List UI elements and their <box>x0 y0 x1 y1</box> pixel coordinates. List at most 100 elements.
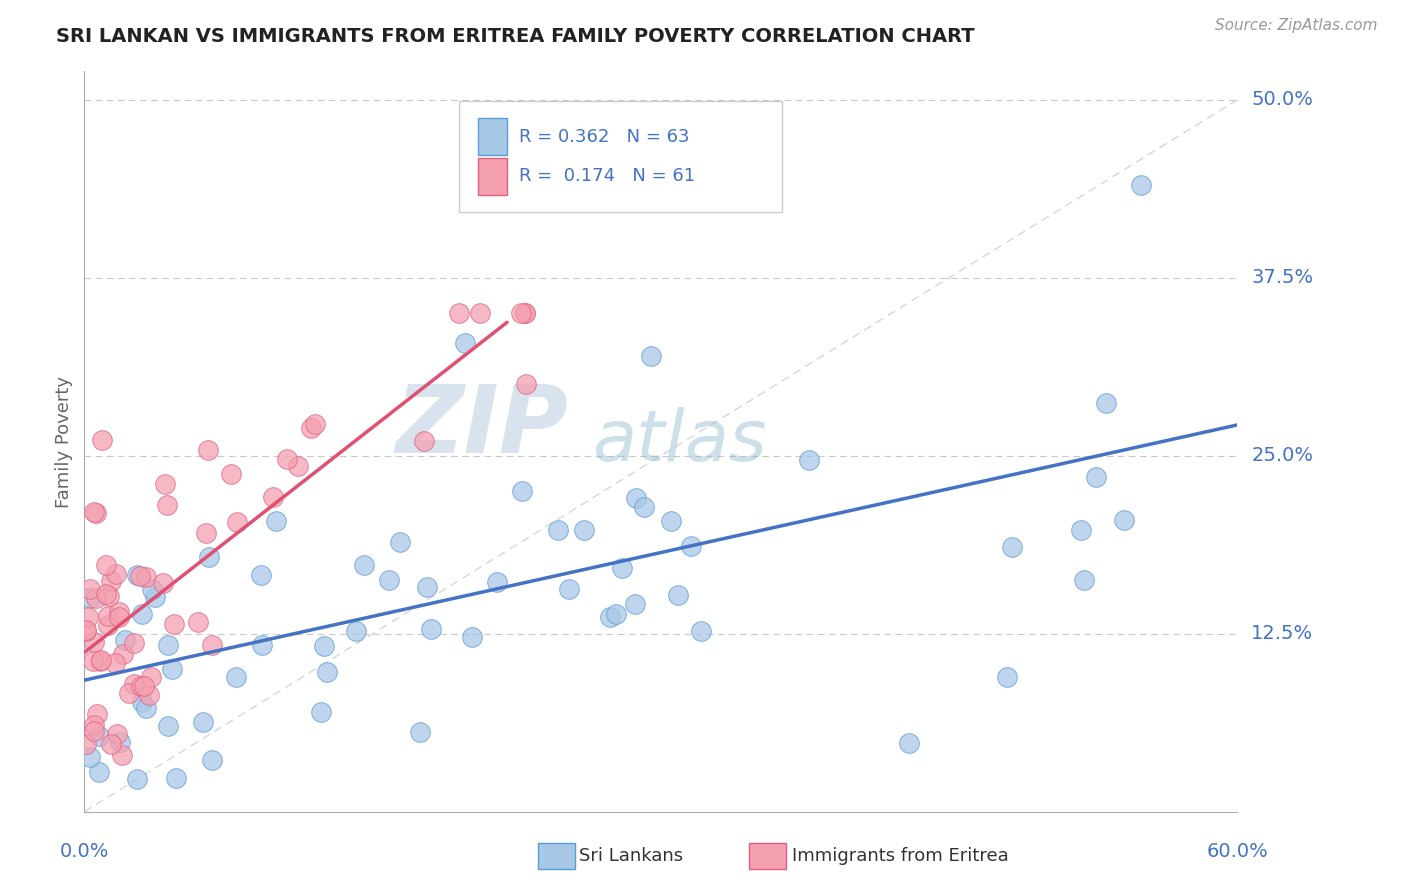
Point <box>135 701 157 715</box>
Point <box>129 679 152 693</box>
Point <box>690 624 713 638</box>
Point <box>152 575 174 590</box>
Point <box>408 724 430 739</box>
Point <box>156 638 179 652</box>
Point <box>75 737 97 751</box>
Point <box>287 459 309 474</box>
Point <box>110 747 132 762</box>
Point <box>461 630 484 644</box>
Y-axis label: Family Poverty: Family Poverty <box>55 376 73 508</box>
Point <box>141 582 163 596</box>
Point <box>454 336 477 351</box>
Point <box>122 677 145 691</box>
Point <box>1095 396 1118 410</box>
Point <box>510 306 533 320</box>
Point <box>111 647 134 661</box>
Text: atlas: atlas <box>592 407 766 476</box>
Text: 50.0%: 50.0% <box>1251 90 1313 110</box>
Point <box>515 306 537 320</box>
Point <box>100 737 122 751</box>
Point <box>127 567 149 582</box>
FancyBboxPatch shape <box>478 119 508 154</box>
Point <box>97 590 120 604</box>
Point <box>624 597 647 611</box>
Point <box>135 570 157 584</box>
Point <box>659 514 682 528</box>
Point <box>83 505 105 519</box>
Point <box>1130 178 1153 193</box>
Point <box>299 421 322 435</box>
Point <box>91 434 114 448</box>
Point <box>558 582 581 596</box>
Point <box>79 582 101 596</box>
Point <box>799 453 821 467</box>
Point <box>83 635 105 649</box>
Point <box>266 514 288 528</box>
Point <box>129 569 152 583</box>
Text: 12.5%: 12.5% <box>1251 624 1313 643</box>
Point <box>122 636 145 650</box>
Point <box>108 609 131 624</box>
Text: 0.0%: 0.0% <box>59 842 110 862</box>
Point <box>485 574 508 589</box>
Point <box>118 686 141 700</box>
Point <box>90 653 112 667</box>
Point <box>100 574 122 588</box>
Point <box>346 624 368 638</box>
Point <box>82 654 104 668</box>
Text: SRI LANKAN VS IMMIGRANTS FROM ERITREA FAMILY POVERTY CORRELATION CHART: SRI LANKAN VS IMMIGRANTS FROM ERITREA FA… <box>56 27 974 45</box>
Point <box>412 434 434 448</box>
Point <box>315 665 337 679</box>
Point <box>599 610 621 624</box>
Point <box>1085 470 1108 484</box>
Point <box>515 377 537 392</box>
Point <box>640 349 662 363</box>
Point <box>165 772 187 786</box>
Point <box>309 705 332 719</box>
Point <box>160 662 183 676</box>
Point <box>353 558 375 572</box>
Point <box>679 539 702 553</box>
Point <box>104 656 127 670</box>
Point <box>1000 540 1022 554</box>
Point <box>89 654 111 668</box>
Point <box>612 561 634 575</box>
Point <box>1073 574 1095 588</box>
Text: 37.5%: 37.5% <box>1251 268 1313 287</box>
Point <box>378 574 401 588</box>
Point <box>105 727 128 741</box>
Point <box>995 670 1018 684</box>
Point <box>225 515 247 529</box>
Point <box>79 591 101 606</box>
Point <box>83 718 105 732</box>
Point <box>110 735 132 749</box>
Point <box>131 607 153 622</box>
Text: ZIP: ZIP <box>395 381 568 473</box>
Point <box>125 772 148 786</box>
Point <box>249 568 271 582</box>
Point <box>262 490 284 504</box>
Point <box>420 623 443 637</box>
Point <box>97 618 120 632</box>
Point <box>79 750 101 764</box>
Point <box>512 483 534 498</box>
Point <box>84 591 107 605</box>
Point <box>84 506 107 520</box>
Point <box>108 605 131 619</box>
Point <box>77 610 100 624</box>
Point <box>105 567 128 582</box>
Point <box>138 689 160 703</box>
Point <box>89 765 111 780</box>
Point <box>153 477 176 491</box>
Point <box>388 534 411 549</box>
Point <box>197 442 219 457</box>
Point <box>1112 513 1135 527</box>
Point <box>156 498 179 512</box>
Point <box>666 588 689 602</box>
Point <box>195 525 218 540</box>
Text: R = 0.362   N = 63: R = 0.362 N = 63 <box>519 128 689 145</box>
Point <box>163 617 186 632</box>
Text: 25.0%: 25.0% <box>1251 446 1313 466</box>
Point <box>198 549 221 564</box>
Point <box>94 587 117 601</box>
